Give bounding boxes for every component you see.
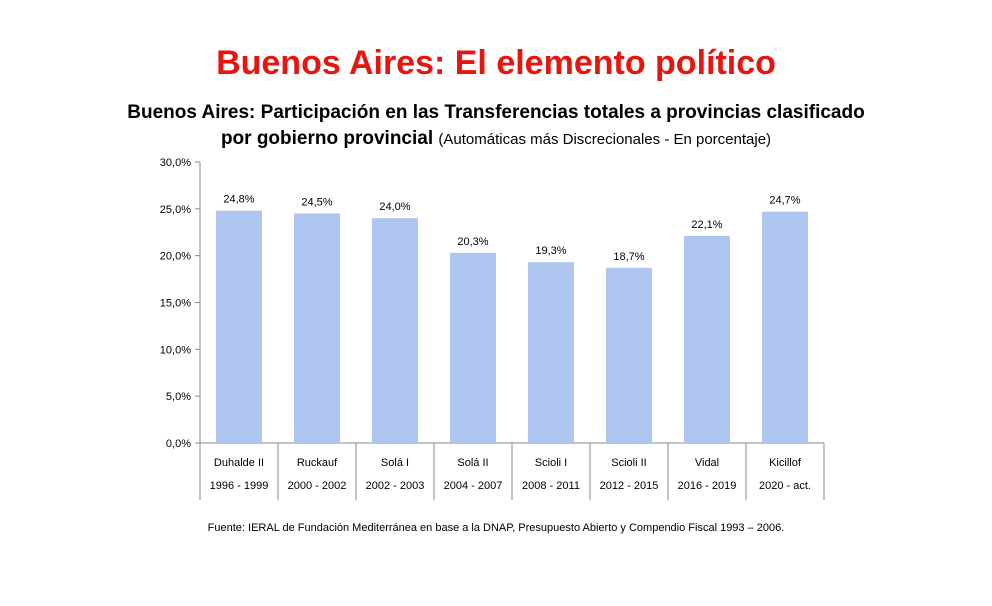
period-label: 2020 - act. xyxy=(759,480,811,492)
data-label: 24,0% xyxy=(379,201,410,213)
category-label: Vidal xyxy=(695,457,719,469)
chart-subtitle: Buenos Aires: Participación en las Trans… xyxy=(120,100,872,153)
data-label: 20,3% xyxy=(457,236,488,248)
bar xyxy=(372,218,418,443)
period-label: 2008 - 2011 xyxy=(522,480,580,492)
source-note: Fuente: IERAL de Fundación Mediterránea … xyxy=(207,522,785,534)
bar xyxy=(606,267,652,443)
category-label: Scioli II xyxy=(611,457,646,469)
page-title: Buenos Aires: El elemento político xyxy=(216,44,776,82)
data-label: 24,8% xyxy=(223,194,254,206)
data-label: 24,7% xyxy=(769,195,800,207)
category-label: Scioli I xyxy=(535,457,567,469)
period-label: 1996 - 1999 xyxy=(210,480,269,492)
category-label: Kicillof xyxy=(769,457,802,469)
y-tick-label: 20,0% xyxy=(160,251,191,263)
bar xyxy=(762,211,808,443)
chart-subtitle-main: Buenos Aires: Participación en las Trans… xyxy=(127,102,865,149)
category-label: Solá I xyxy=(381,457,409,469)
period-label: 2016 - 2019 xyxy=(678,480,737,492)
period-label: 2002 - 2003 xyxy=(366,480,425,492)
bar xyxy=(294,213,340,443)
data-label: 19,3% xyxy=(535,245,566,257)
bar xyxy=(684,235,730,443)
y-tick-label: 15,0% xyxy=(160,298,191,310)
data-label: 18,7% xyxy=(613,251,644,263)
bar xyxy=(528,262,574,443)
y-tick-label: 10,0% xyxy=(160,344,191,356)
category-label: Solá II xyxy=(457,457,488,469)
bar xyxy=(450,252,496,443)
y-tick-label: 25,0% xyxy=(160,204,191,216)
period-label: 2000 - 2002 xyxy=(288,480,347,492)
category-label: Duhalde II xyxy=(214,457,264,469)
y-tick-label: 0,0% xyxy=(166,438,191,450)
data-label: 22,1% xyxy=(691,219,722,231)
data-label: 24,5% xyxy=(301,197,332,209)
y-tick-label: 30,0% xyxy=(160,157,191,169)
period-label: 2004 - 2007 xyxy=(444,480,503,492)
period-label: 2012 - 2015 xyxy=(600,480,659,492)
category-label: Ruckauf xyxy=(297,457,338,469)
bar xyxy=(216,210,262,443)
y-tick-label: 5,0% xyxy=(166,391,191,403)
chart-subtitle-note: (Automáticas más Discrecionales - En por… xyxy=(438,131,772,148)
